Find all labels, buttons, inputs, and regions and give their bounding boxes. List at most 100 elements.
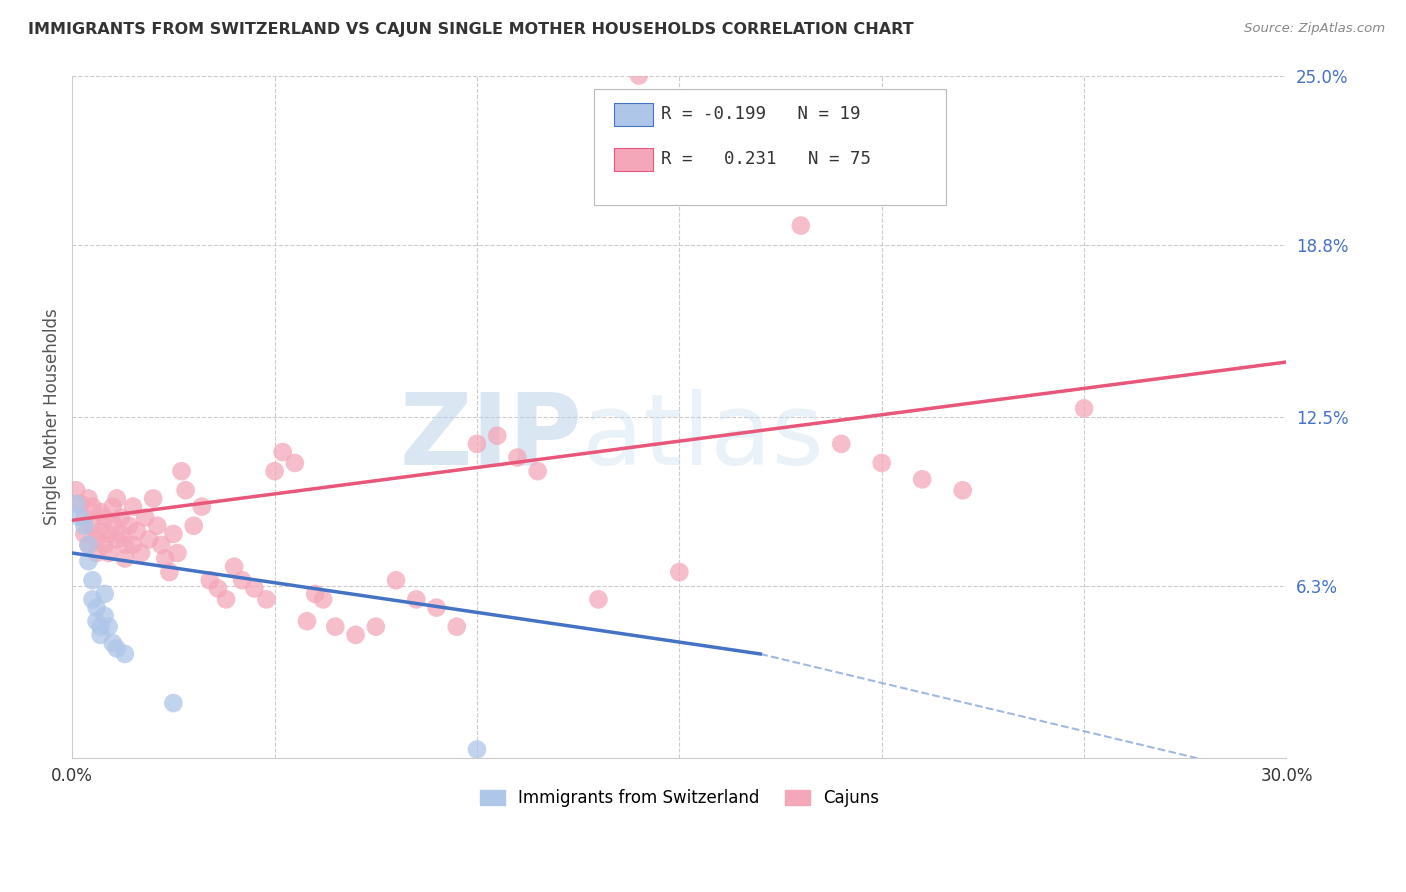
FancyBboxPatch shape [614,148,652,171]
Point [486,428,509,442]
Text: R =   0.231   N = 75: R = 0.231 N = 75 [661,151,872,169]
Point [82,518,104,533]
Point [271,445,294,459]
Point [93,608,115,623]
Point [870,456,893,470]
Point [90,620,112,634]
Point [82,592,104,607]
Point [114,538,136,552]
Point [790,219,813,233]
Point [93,510,115,524]
Point [69,497,91,511]
Point [170,464,193,478]
Point [73,510,96,524]
Point [243,582,266,596]
Point [105,533,128,547]
Point [157,565,180,579]
Point [198,574,221,588]
Point [134,510,156,524]
Point [114,647,136,661]
Point [114,551,136,566]
Point [122,500,145,514]
Point [166,546,188,560]
Text: IMMIGRANTS FROM SWITZERLAND VS CAJUN SINGLE MOTHER HOUSEHOLDS CORRELATION CHART: IMMIGRANTS FROM SWITZERLAND VS CAJUN SIN… [28,22,914,37]
Point [911,472,934,486]
Point [952,483,974,498]
Point [150,538,173,552]
Point [73,527,96,541]
Point [77,538,100,552]
Point [86,600,108,615]
Point [207,582,229,596]
Point [90,505,112,519]
Point [162,527,184,541]
Point [110,527,132,541]
Legend: Immigrants from Switzerland, Cajuns: Immigrants from Switzerland, Cajuns [474,783,886,814]
Y-axis label: Single Mother Households: Single Mother Households [44,309,60,525]
Point [77,491,100,506]
Point [118,518,141,533]
Point [69,510,91,524]
Point [588,592,610,607]
Point [668,565,690,579]
Point [142,491,165,506]
Point [183,518,205,533]
Point [86,614,108,628]
Point [105,641,128,656]
Point [122,538,145,552]
Point [190,500,212,514]
Point [86,533,108,547]
Point [304,587,326,601]
Point [224,559,246,574]
Point [125,524,148,538]
Point [295,614,318,628]
Point [82,500,104,514]
Point [526,464,548,478]
Point [364,620,387,634]
Point [344,628,367,642]
Point [256,592,278,607]
Point [65,497,87,511]
Point [323,620,346,634]
Point [101,500,124,514]
Point [86,546,108,560]
Point [93,538,115,552]
Point [749,150,772,164]
Point [138,533,160,547]
Point [65,483,87,498]
Point [90,524,112,538]
Point [465,437,488,451]
Point [97,546,120,560]
Point [146,518,169,533]
Point [97,527,120,541]
Point [284,456,307,470]
Point [155,551,177,566]
Point [312,592,335,607]
Text: Source: ZipAtlas.com: Source: ZipAtlas.com [1244,22,1385,36]
Point [101,516,124,530]
Point [73,518,96,533]
Point [385,574,408,588]
Point [162,696,184,710]
Point [405,592,427,607]
Point [77,554,100,568]
Point [627,69,650,83]
Point [830,437,852,451]
Point [77,538,100,552]
Point [465,742,488,756]
Point [93,587,115,601]
Point [97,620,120,634]
Text: R = -0.199   N = 19: R = -0.199 N = 19 [661,104,860,123]
Point [90,628,112,642]
FancyBboxPatch shape [595,89,946,205]
Text: atlas: atlas [582,389,824,485]
Point [110,510,132,524]
Point [101,636,124,650]
FancyBboxPatch shape [614,103,652,126]
Point [425,600,447,615]
Point [82,574,104,588]
Point [1073,401,1095,416]
Text: ZIP: ZIP [399,389,582,485]
Point [506,450,529,465]
Point [174,483,197,498]
